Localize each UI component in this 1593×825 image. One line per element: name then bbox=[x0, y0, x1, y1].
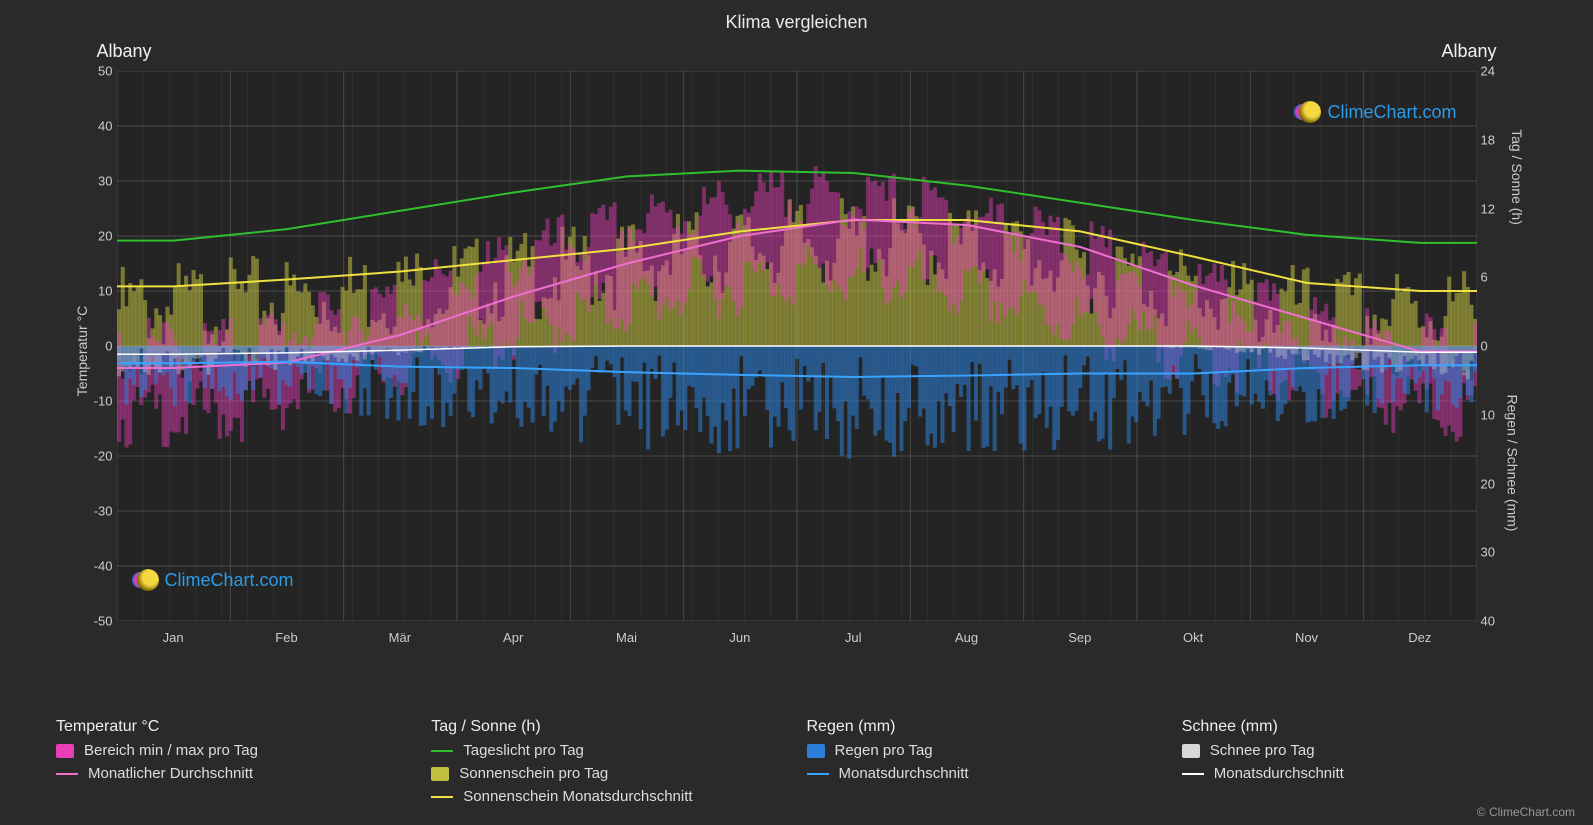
month-label: Okt bbox=[1183, 630, 1203, 645]
legend-label: Monatsdurchschnitt bbox=[1214, 765, 1344, 782]
location-label-left: Albany bbox=[97, 41, 152, 62]
legend-item-sunshine-avg: Sonnenschein Monatsdurchschnitt bbox=[431, 788, 786, 805]
swatch-rain bbox=[807, 744, 825, 758]
legend-label: Schnee pro Tag bbox=[1210, 742, 1315, 759]
y-left-tick: -30 bbox=[85, 504, 113, 519]
y-left-tick: 50 bbox=[85, 64, 113, 79]
y-left-tick: 40 bbox=[85, 119, 113, 134]
month-label: Dez bbox=[1408, 630, 1431, 645]
y-right-tick-hours: 18 bbox=[1481, 132, 1509, 147]
legend-label: Monatsdurchschnitt bbox=[839, 765, 969, 782]
swatch-snow-avg bbox=[1182, 773, 1204, 775]
month-label: Nov bbox=[1295, 630, 1318, 645]
y-left-tick: 30 bbox=[85, 174, 113, 189]
legend-label: Regen pro Tag bbox=[835, 742, 933, 759]
legend-item-daylight: Tageslicht pro Tag bbox=[431, 742, 786, 759]
y-right-tick-hours: 0 bbox=[1481, 339, 1509, 354]
y-left-tick: -40 bbox=[85, 559, 113, 574]
month-label: Apr bbox=[503, 630, 523, 645]
legend-item-temp-avg: Monatlicher Durchschnitt bbox=[56, 765, 411, 782]
y-right-tick-hours: 6 bbox=[1481, 270, 1509, 285]
y-left-tick: 20 bbox=[85, 229, 113, 244]
y-right-tick-hours: 12 bbox=[1481, 201, 1509, 216]
y-left-tick: -50 bbox=[85, 614, 113, 629]
legend: Temperatur °C Bereich min / max pro Tag … bbox=[56, 718, 1537, 811]
month-label: Sep bbox=[1068, 630, 1091, 645]
legend-label: Monatlicher Durchschnitt bbox=[88, 765, 253, 782]
month-label: Jan bbox=[163, 630, 184, 645]
legend-snow-title: Schnee (mm) bbox=[1182, 718, 1537, 736]
swatch-sunshine bbox=[431, 767, 449, 781]
month-label: Mai bbox=[616, 630, 637, 645]
legend-item-temp-range: Bereich min / max pro Tag bbox=[56, 742, 411, 759]
swatch-temp-avg bbox=[56, 773, 78, 775]
legend-rain-title: Regen (mm) bbox=[807, 718, 1162, 736]
month-label: Jun bbox=[729, 630, 750, 645]
legend-col-snow: Schnee (mm) Schnee pro Tag Monatsdurchsc… bbox=[1182, 718, 1537, 811]
y-left-tick: 0 bbox=[85, 339, 113, 354]
swatch-snow bbox=[1182, 744, 1200, 758]
y-right-tick-hours: 24 bbox=[1481, 64, 1509, 79]
legend-item-rain-day: Regen pro Tag bbox=[807, 742, 1162, 759]
month-label: Mär bbox=[389, 630, 411, 645]
legend-item-rain-avg: Monatsdurchschnitt bbox=[807, 765, 1162, 782]
swatch-daylight bbox=[431, 750, 453, 752]
copyright: © ClimeChart.com bbox=[1477, 805, 1575, 819]
legend-item-sunshine-day: Sonnenschein pro Tag bbox=[431, 765, 786, 782]
location-label-right: Albany bbox=[1441, 41, 1496, 62]
legend-temp-title: Temperatur °C bbox=[56, 718, 411, 736]
y-left-tick: -10 bbox=[85, 394, 113, 409]
swatch-rain-avg bbox=[807, 773, 829, 775]
legend-item-snow-avg: Monatsdurchschnitt bbox=[1182, 765, 1537, 782]
chart-container: Albany Albany Temperatur °C Tag / Sonne … bbox=[57, 41, 1537, 661]
y-left-tick: 10 bbox=[85, 284, 113, 299]
legend-col-rain: Regen (mm) Regen pro Tag Monatsdurchschn… bbox=[807, 718, 1162, 811]
y-right-tick-mm: 10 bbox=[1481, 407, 1509, 422]
y-left-tick: -20 bbox=[85, 449, 113, 464]
month-label: Jul bbox=[845, 630, 862, 645]
swatch-sunshine-avg bbox=[431, 796, 453, 798]
y-right-tick-mm: 20 bbox=[1481, 476, 1509, 491]
month-label: Aug bbox=[955, 630, 978, 645]
plot-area: ClimeChart.com ClimeChart.com bbox=[117, 71, 1477, 621]
legend-label: Sonnenschein Monatsdurchschnitt bbox=[463, 788, 692, 805]
legend-label: Tageslicht pro Tag bbox=[463, 742, 584, 759]
y-axis-right-label-top: Tag / Sonne (h) bbox=[1509, 130, 1525, 226]
legend-label: Sonnenschein pro Tag bbox=[459, 765, 608, 782]
y-right-tick-mm: 30 bbox=[1481, 545, 1509, 560]
chart-title: Klima vergleichen bbox=[0, 0, 1593, 41]
legend-label: Bereich min / max pro Tag bbox=[84, 742, 258, 759]
y-right-tick-mm: 40 bbox=[1481, 614, 1509, 629]
legend-sun-title: Tag / Sonne (h) bbox=[431, 718, 786, 736]
legend-item-snow-day: Schnee pro Tag bbox=[1182, 742, 1537, 759]
month-label: Feb bbox=[275, 630, 297, 645]
swatch-temp-range bbox=[56, 744, 74, 758]
legend-col-sun: Tag / Sonne (h) Tageslicht pro Tag Sonne… bbox=[431, 718, 786, 811]
legend-col-temp: Temperatur °C Bereich min / max pro Tag … bbox=[56, 718, 411, 811]
